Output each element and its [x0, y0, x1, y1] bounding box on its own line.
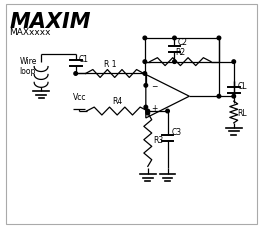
Text: RL: RL: [238, 108, 247, 117]
Circle shape: [173, 37, 176, 41]
Text: C1: C1: [79, 55, 89, 64]
Text: −: −: [151, 82, 157, 90]
Circle shape: [166, 110, 169, 113]
Text: +: +: [151, 103, 157, 112]
Text: R4: R4: [112, 97, 122, 106]
Circle shape: [217, 95, 221, 98]
Circle shape: [232, 95, 236, 98]
Text: MAXxxxx: MAXxxxx: [9, 28, 51, 37]
Text: R3: R3: [154, 136, 164, 144]
Circle shape: [173, 61, 176, 64]
Circle shape: [232, 61, 236, 64]
Text: Vcc: Vcc: [73, 93, 86, 102]
Circle shape: [143, 37, 146, 41]
Circle shape: [144, 106, 148, 109]
Text: R2: R2: [175, 47, 185, 57]
Circle shape: [217, 37, 221, 41]
Circle shape: [144, 84, 148, 88]
Text: C3: C3: [171, 128, 182, 137]
Circle shape: [143, 72, 146, 76]
Text: R 1: R 1: [104, 59, 117, 68]
Circle shape: [146, 110, 150, 113]
Text: C2: C2: [178, 38, 188, 47]
Text: Wire
loop: Wire loop: [19, 57, 37, 76]
Text: CL: CL: [238, 82, 247, 90]
FancyBboxPatch shape: [6, 5, 257, 224]
Circle shape: [74, 72, 78, 76]
Text: MAXIM: MAXIM: [9, 12, 91, 32]
Circle shape: [146, 112, 150, 115]
Circle shape: [143, 61, 146, 64]
